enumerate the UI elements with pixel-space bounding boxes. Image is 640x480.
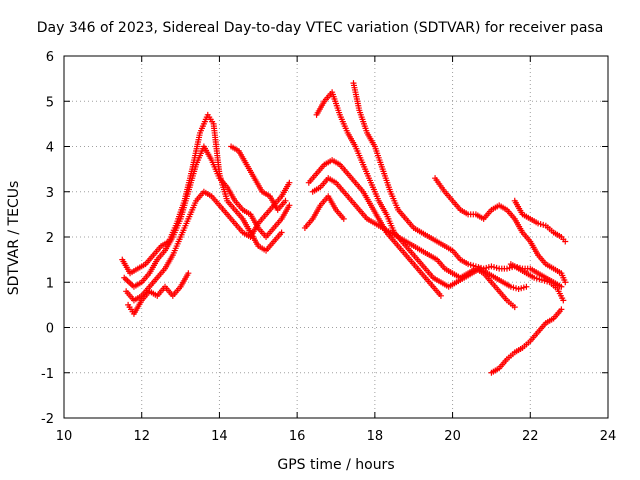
series-track-13 (488, 306, 565, 376)
x-tick-label: 12 (133, 429, 150, 444)
y-tick-label: -1 (41, 367, 54, 382)
data-point-marker (340, 215, 347, 222)
series-track-4 (125, 270, 192, 317)
x-tick-label: 18 (367, 429, 384, 444)
y-tick-label: 2 (46, 231, 54, 246)
series-track-5 (228, 143, 289, 213)
x-axis-label: GPS time / hours (277, 457, 395, 473)
x-tick-label: 16 (289, 429, 306, 444)
series-track-12 (511, 197, 569, 245)
x-tick-label: 20 (444, 429, 461, 444)
series-track-10 (301, 193, 347, 231)
y-tick-label: 0 (46, 322, 54, 337)
data-point-marker (511, 304, 518, 311)
series-track-6 (313, 89, 530, 293)
data-point-marker (562, 238, 569, 245)
x-tick-label: 22 (522, 429, 539, 444)
series-track-11 (432, 175, 569, 286)
data-point-marker (558, 283, 565, 290)
y-tick-label: -2 (41, 412, 54, 427)
x-tick-label: 24 (600, 429, 617, 444)
y-tick-label: 4 (46, 141, 54, 156)
chart-title: Day 346 of 2023, Sidereal Day-to-day VTE… (36, 20, 604, 36)
series-track-8 (305, 157, 444, 299)
data-point-marker (558, 306, 565, 313)
y-tick-label: 3 (46, 186, 54, 201)
data-point-marker (560, 297, 567, 304)
y-tick-label: 1 (46, 276, 54, 291)
series-track-2 (121, 143, 293, 290)
data-point-marker (286, 179, 293, 186)
data-points (119, 80, 569, 376)
y-tick-label: 6 (46, 50, 54, 65)
data-point-marker (437, 292, 444, 299)
data-point-marker (523, 283, 530, 290)
y-axis-label: SDTVAR / TECUs (6, 180, 22, 296)
series-track-3 (123, 179, 293, 304)
x-tick-label: 14 (211, 429, 228, 444)
data-point-marker (278, 229, 285, 236)
data-point-marker (282, 197, 289, 204)
data-point-marker (562, 279, 569, 286)
x-tick-label: 10 (56, 429, 73, 444)
series-track-7 (350, 80, 565, 290)
series-track-14 (507, 261, 567, 304)
data-point-marker (286, 202, 293, 209)
series-track-9 (309, 175, 518, 311)
data-point-marker (185, 270, 192, 277)
y-tick-label: 5 (46, 95, 54, 110)
